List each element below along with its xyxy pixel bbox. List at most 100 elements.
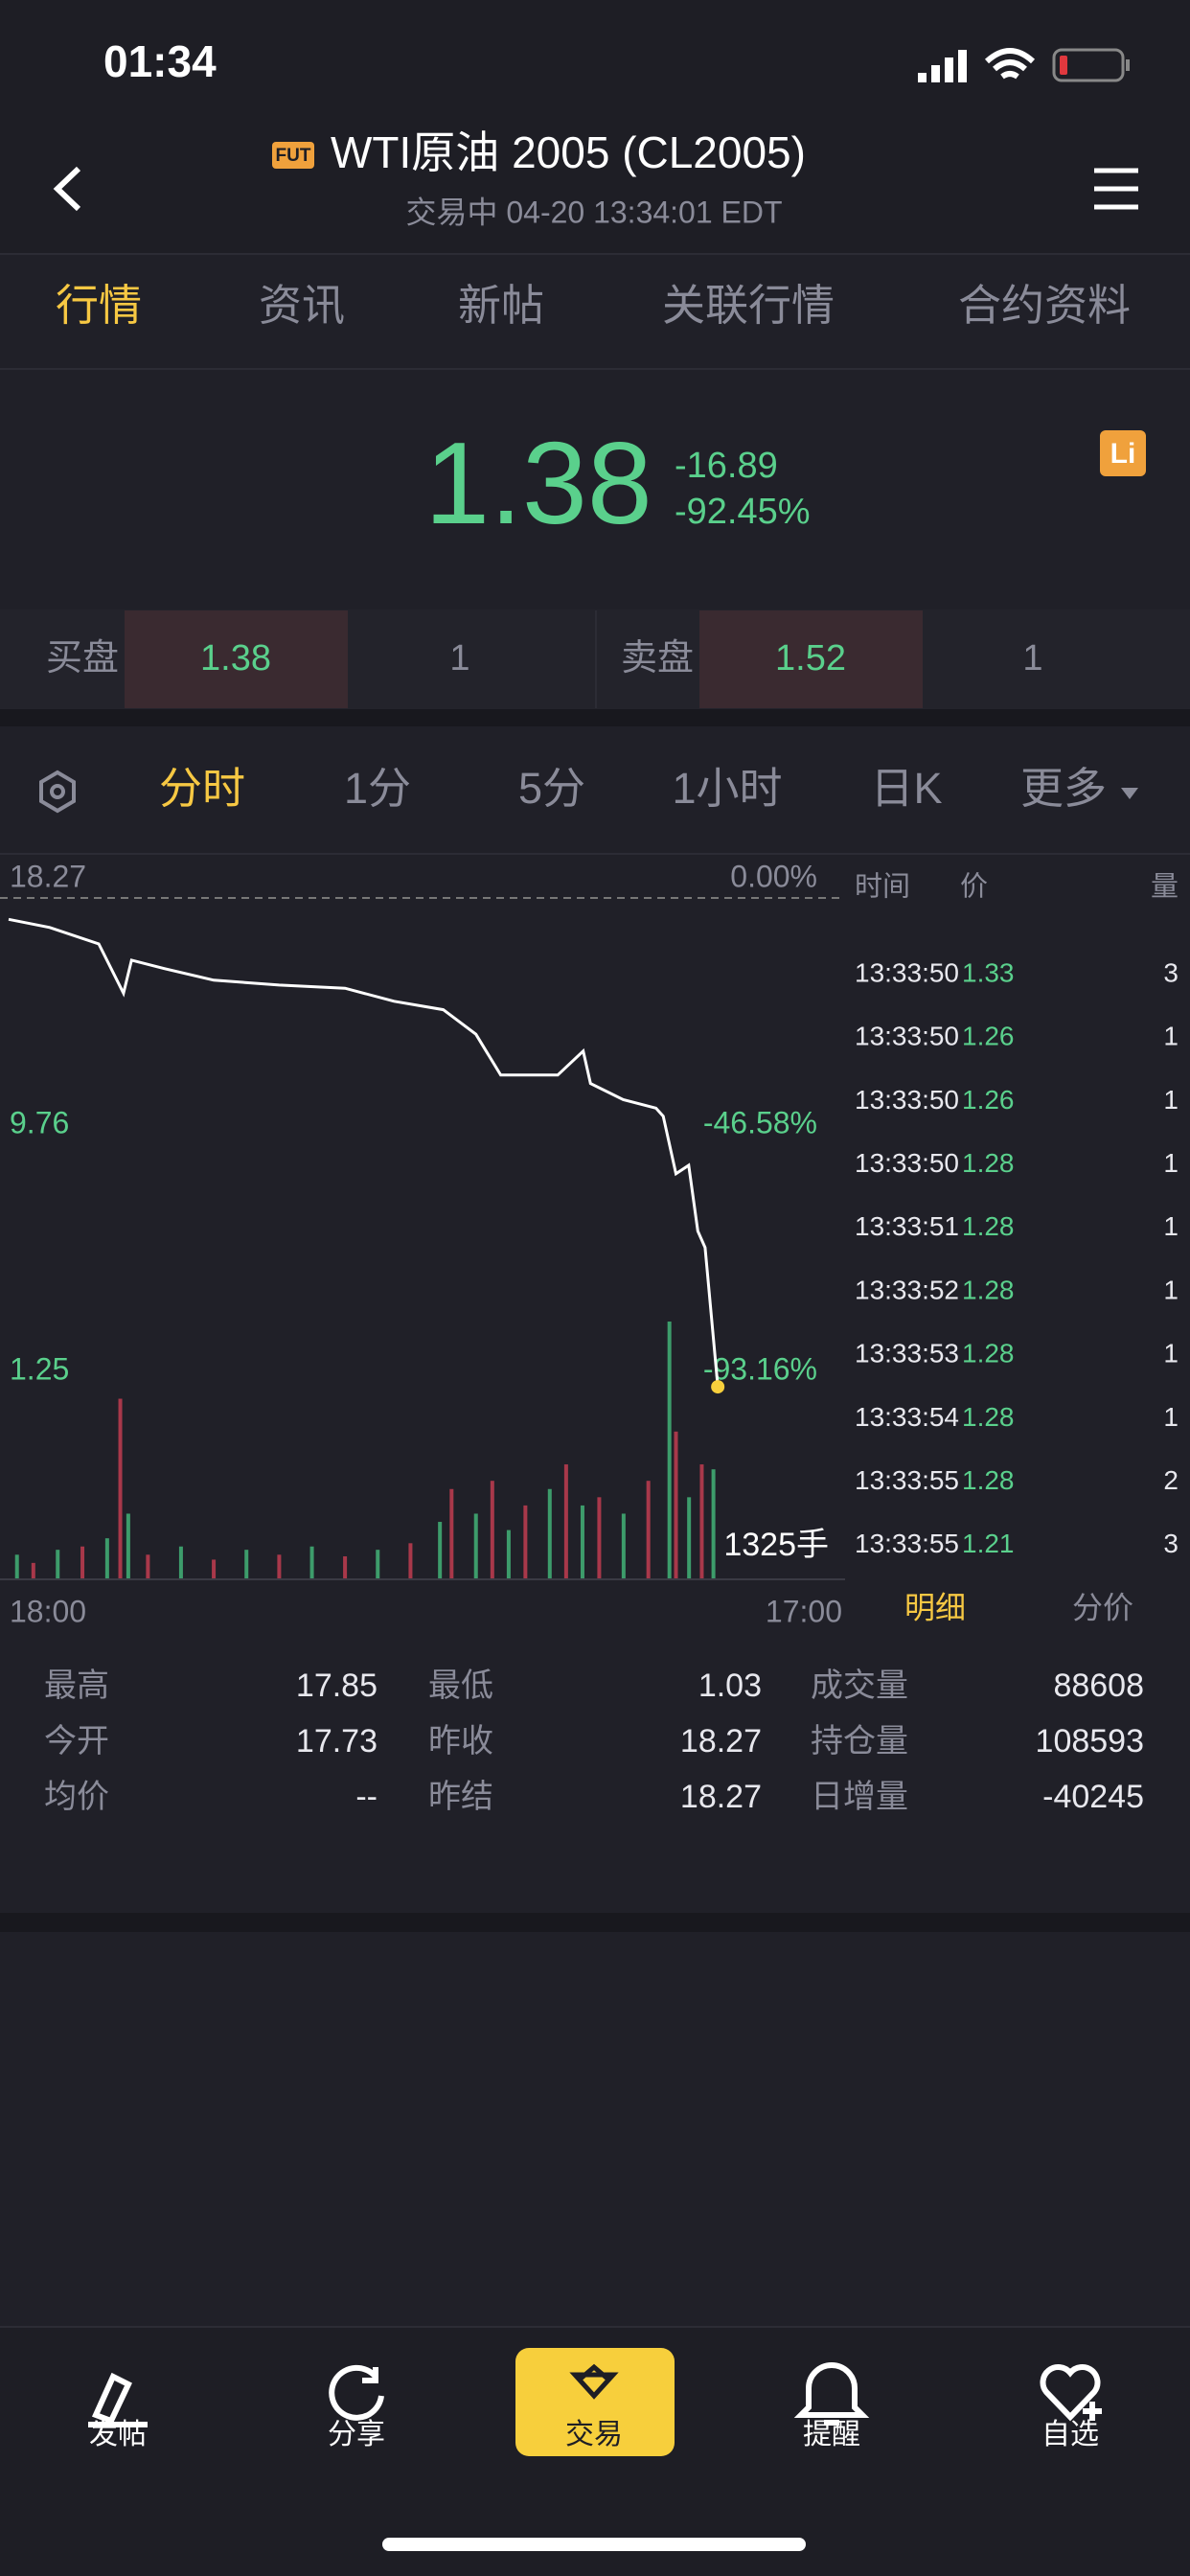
tab[interactable]: 资讯	[259, 281, 345, 330]
tab[interactable]: 关联行情	[662, 281, 835, 330]
trade-cell: 2	[1163, 1465, 1179, 1495]
battery	[1052, 48, 1125, 82]
trade-cell: 1	[1163, 1085, 1179, 1115]
trade-cell: 13:33:55	[855, 1529, 959, 1558]
price-line	[8, 917, 720, 1388]
li-icon-glyph: Li	[1110, 438, 1136, 470]
volume-bar	[547, 1488, 552, 1579]
trades-header: 价	[960, 872, 988, 903]
period-tab[interactable]: 分时	[159, 764, 245, 813]
ask-bg	[699, 610, 923, 708]
trade-cell: 1	[1163, 1148, 1179, 1178]
stat-value: 18.27	[680, 1723, 762, 1760]
trade-cell: 1	[1163, 1275, 1179, 1304]
trade-cell: 13:33:50	[855, 957, 959, 987]
bid-size: 1	[449, 638, 469, 678]
trade-cell: 13:33:55	[855, 1465, 959, 1495]
trade-cell: 1	[1163, 1211, 1179, 1241]
change-pct: -92.45%	[675, 492, 811, 532]
tab[interactable]: 行情	[56, 281, 142, 330]
tab[interactable]: 合约资料	[958, 281, 1131, 330]
tab[interactable]: 新帖	[458, 281, 544, 330]
volume-bar	[687, 1497, 692, 1579]
volume-bar	[178, 1546, 183, 1579]
stat-label: 成交量	[811, 1668, 908, 1704]
stat-value: 88608	[1053, 1668, 1144, 1704]
ask-label: 卖盘	[621, 638, 694, 678]
volume-bar	[490, 1481, 494, 1579]
menu-button[interactable]	[1094, 168, 1138, 210]
volume-bar	[699, 1464, 704, 1579]
nav-label[interactable]: 交易	[565, 2419, 623, 2450]
stat-value: 108593	[1036, 1723, 1144, 1760]
trade-cell: 13:33:50	[855, 1085, 959, 1115]
nav-label[interactable]: 分享	[328, 2419, 385, 2450]
trades-tab[interactable]: 明细	[904, 1590, 966, 1624]
y-tick-label: 9.76	[10, 1105, 69, 1139]
bid-price: 1.38	[200, 638, 271, 678]
volume-bar	[244, 1550, 249, 1579]
nav-label[interactable]: 提醒	[803, 2419, 860, 2450]
trade-cell: 3	[1163, 957, 1179, 987]
period-tab[interactable]: 日K	[870, 764, 942, 813]
volume-bar	[56, 1550, 60, 1579]
trades-tab[interactable]: 分价	[1072, 1590, 1133, 1624]
volume-bar	[597, 1497, 602, 1579]
volume-bar	[580, 1505, 584, 1579]
volume-bar	[621, 1513, 626, 1579]
trade-cell: 13:33:54	[855, 1402, 959, 1432]
trade-cell: 1.28	[962, 1465, 1015, 1495]
stat-label: 昨结	[428, 1779, 493, 1815]
volume-bar	[646, 1481, 651, 1579]
volume-bar	[449, 1488, 454, 1579]
trade-cell: 13:33:52	[855, 1275, 959, 1304]
li-icon[interactable]	[1100, 430, 1146, 476]
volume-bar	[343, 1556, 348, 1579]
title: WTI原油 2005 (CL2005)	[331, 127, 806, 177]
ask-price: 1.52	[775, 638, 846, 678]
trade-cell: 13:33:53	[855, 1339, 959, 1368]
change: -16.89	[675, 446, 778, 486]
trade-cell: 1	[1163, 1402, 1179, 1432]
period-tab[interactable]: 1小时	[672, 764, 782, 813]
period-tab[interactable]: 更多	[1020, 764, 1107, 813]
trade-cell: 1.26	[962, 1022, 1015, 1051]
more-arrow	[1121, 788, 1138, 799]
volume-bar	[80, 1546, 85, 1579]
trade-cell: 13:33:50	[855, 1148, 959, 1178]
settings-icon-dot	[50, 784, 65, 799]
back-button[interactable]	[53, 166, 81, 212]
volume-bar	[473, 1513, 478, 1579]
signal	[918, 50, 967, 82]
settings-icon[interactable]	[39, 770, 76, 814]
period-tab[interactable]: 1分	[344, 764, 411, 813]
bid-bg	[125, 610, 348, 708]
trade-button[interactable]	[515, 2348, 675, 2456]
volume-bar	[277, 1554, 282, 1579]
last-price: 1.38	[424, 418, 652, 548]
watchlist-icon	[1040, 2364, 1102, 2422]
volume-bar	[14, 1554, 19, 1579]
badge: FUT	[276, 146, 311, 166]
volume-bar	[506, 1530, 511, 1579]
volume-bar	[31, 1562, 35, 1579]
battery-cap	[1126, 59, 1130, 71]
volume-label: 1325手	[723, 1527, 829, 1563]
volume-bar	[667, 1322, 672, 1579]
nav-label[interactable]: 发帖	[89, 2419, 147, 2450]
x-tick-label: 17:00	[766, 1594, 842, 1628]
x-tick-label: 18:00	[10, 1594, 86, 1628]
stat-value: -40245	[1042, 1779, 1144, 1815]
volume-bar	[212, 1559, 217, 1579]
last-point	[711, 1380, 725, 1394]
trade-cell: 1.28	[962, 1211, 1015, 1241]
volume-bar	[408, 1543, 413, 1579]
period-tab[interactable]: 5分	[518, 764, 585, 813]
stat-label: 最高	[44, 1668, 109, 1704]
clock: 01:34	[103, 36, 217, 86]
trade-icon	[569, 2363, 619, 2400]
y2-tick-label: 0.00%	[730, 859, 817, 893]
nav-label[interactable]: 自选	[1041, 2419, 1099, 2450]
